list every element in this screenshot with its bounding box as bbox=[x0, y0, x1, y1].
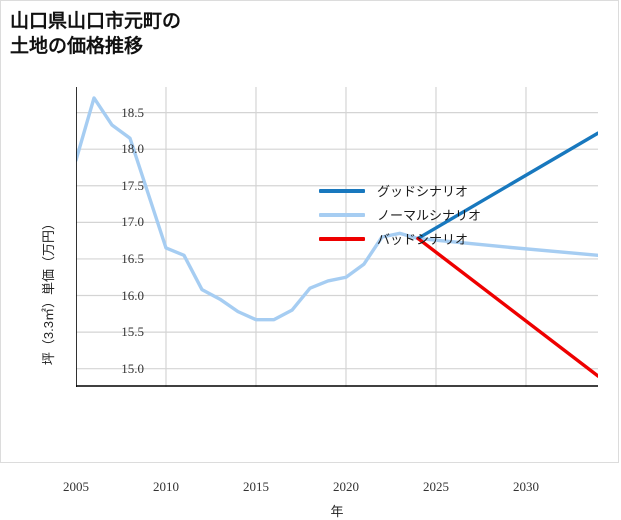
y-axis-title: 坪（3.3㎡）単価（万円） bbox=[41, 217, 56, 366]
series-line-ノーマルシナリオ bbox=[76, 96, 598, 322]
x-tick-label: 2020 bbox=[333, 479, 359, 494]
legend-swatch-bad bbox=[319, 237, 365, 241]
x-axis-title: 年 bbox=[330, 504, 344, 519]
series-line-グッドシナリオ bbox=[416, 131, 598, 241]
legend-item[interactable]: バッドシナリオ bbox=[319, 227, 481, 251]
x-tick-label: 2030 bbox=[513, 479, 539, 494]
legend-item-label: バッドシナリオ bbox=[377, 231, 469, 247]
y-tick-labels: 15.0 15.5 16.0 16.5 17.0 17.5 18.0 18.5 bbox=[76, 87, 144, 387]
chart-canvas bbox=[76, 87, 598, 387]
data-series-layer bbox=[76, 96, 598, 378]
y-tick-label: 17.5 bbox=[121, 177, 144, 193]
legend-item[interactable]: ノーマルシナリオ bbox=[319, 203, 481, 227]
gridlines bbox=[76, 87, 598, 387]
x-tick-label: 2015 bbox=[243, 479, 269, 494]
y-tick-label: 17.0 bbox=[121, 214, 144, 230]
legend-item[interactable]: グッドシナリオ bbox=[319, 179, 481, 203]
chart-legend: グッドシナリオ ノーマルシナリオ バッドシナリオ bbox=[319, 179, 481, 251]
y-tick-label: 16.0 bbox=[121, 287, 144, 303]
x-tick-label: 2005 bbox=[63, 479, 89, 494]
legend-swatch-good bbox=[319, 189, 365, 193]
legend-swatch-normal bbox=[319, 213, 365, 217]
x-tick-label: 2025 bbox=[423, 479, 449, 494]
page-title: 山口県山口市元町の 土地の価格推移 bbox=[10, 11, 182, 58]
y-tick-label: 15.5 bbox=[121, 324, 144, 340]
plot-area: 15.0 15.5 16.0 16.5 17.0 17.5 18.0 18.5 2005 201… bbox=[41, 87, 598, 519]
y-tick-label: 16.5 bbox=[121, 250, 144, 266]
y-tick-label: 18.0 bbox=[121, 141, 144, 157]
x-tick-label: 2010 bbox=[153, 479, 179, 494]
legend-item-label: グッドシナリオ bbox=[377, 183, 469, 199]
y-tick-label: 15.0 bbox=[121, 360, 144, 376]
legend-item-label: ノーマルシナリオ bbox=[377, 207, 482, 223]
series-line-バッドシナリオ bbox=[416, 236, 598, 378]
y-tick-label: 18.5 bbox=[121, 104, 144, 120]
